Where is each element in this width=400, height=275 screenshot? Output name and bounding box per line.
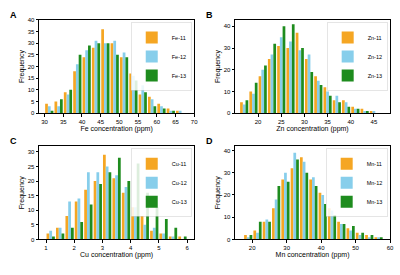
svg-text:10: 10 [224,89,231,95]
svg-text:5: 5 [157,245,161,251]
svg-text:60: 60 [387,245,394,251]
svg-text:Fe concentration (ppm): Fe concentration (ppm) [80,125,152,133]
svg-text:Frequency: Frequency [214,176,222,210]
svg-text:Cu concentration (ppm): Cu concentration (ppm) [80,251,153,259]
svg-text:40: 40 [318,245,325,251]
svg-text:Frequency: Frequency [18,176,26,210]
svg-text:30: 30 [224,45,231,51]
svg-text:Frequency: Frequency [214,49,222,83]
svg-text:45: 45 [97,119,104,125]
svg-text:10: 10 [224,214,231,220]
svg-text:20: 20 [28,178,35,184]
svg-text:Cu-13: Cu-13 [172,199,187,205]
svg-text:Mn-11: Mn-11 [367,161,382,167]
svg-text:35: 35 [324,119,331,125]
svg-text:55: 55 [135,119,142,125]
svg-text:Fe-13: Fe-13 [172,73,186,79]
svg-text:35: 35 [28,29,35,35]
svg-text:45: 45 [371,119,378,125]
svg-text:A: A [10,10,17,20]
svg-text:4: 4 [129,245,133,251]
svg-text:Cu-12: Cu-12 [172,180,187,186]
svg-text:5: 5 [31,99,35,105]
svg-text:30: 30 [301,119,308,125]
svg-text:40: 40 [224,148,231,154]
svg-text:Mn-13: Mn-13 [367,199,383,205]
svg-text:Frequency: Frequency [18,49,26,83]
svg-text:10: 10 [28,207,35,213]
svg-text:Zn concentration (ppm): Zn concentration (ppm) [276,125,348,133]
svg-text:1: 1 [44,245,48,251]
svg-text:Cu-11: Cu-11 [172,161,187,167]
svg-text:50: 50 [352,245,359,251]
svg-text:5: 5 [31,222,35,228]
svg-text:40: 40 [224,23,231,29]
svg-text:Fe-12: Fe-12 [172,54,186,60]
svg-text:0: 0 [31,237,35,243]
svg-text:65: 65 [172,119,179,125]
svg-text:25: 25 [278,119,285,125]
svg-text:Mn concentration (ppm): Mn concentration (ppm) [276,251,350,259]
svg-text:Zn-12: Zn-12 [368,54,382,60]
svg-text:B: B [206,10,213,20]
svg-text:20: 20 [224,67,231,73]
svg-text:C: C [10,136,17,146]
svg-text:25: 25 [28,52,35,58]
svg-text:25: 25 [28,164,35,170]
svg-text:40: 40 [79,119,86,125]
svg-text:10: 10 [28,87,35,93]
svg-text:0: 0 [31,110,35,116]
svg-text:40: 40 [28,17,35,23]
svg-text:30: 30 [283,245,290,251]
svg-text:Mn-12: Mn-12 [367,180,383,186]
svg-text:Fe-11: Fe-11 [172,35,186,41]
svg-text:D: D [206,136,213,146]
svg-text:20: 20 [249,245,256,251]
svg-text:15: 15 [28,75,35,81]
svg-text:3: 3 [101,245,105,251]
svg-text:Zn-13: Zn-13 [368,73,382,79]
svg-text:60: 60 [153,119,160,125]
svg-text:35: 35 [60,119,67,125]
svg-text:50: 50 [116,119,123,125]
svg-text:2: 2 [73,245,77,251]
svg-text:0: 0 [227,110,231,116]
svg-text:20: 20 [224,192,231,198]
svg-text:30: 30 [224,170,231,176]
svg-text:70: 70 [191,119,198,125]
svg-text:30: 30 [28,149,35,155]
svg-text:Zn-11: Zn-11 [368,35,382,41]
svg-text:15: 15 [28,193,35,199]
svg-text:0: 0 [227,237,231,243]
svg-text:6: 6 [185,245,189,251]
svg-text:20: 20 [28,64,35,70]
svg-text:30: 30 [41,119,48,125]
svg-text:30: 30 [28,40,35,46]
svg-text:40: 40 [347,119,354,125]
svg-text:20: 20 [255,119,262,125]
